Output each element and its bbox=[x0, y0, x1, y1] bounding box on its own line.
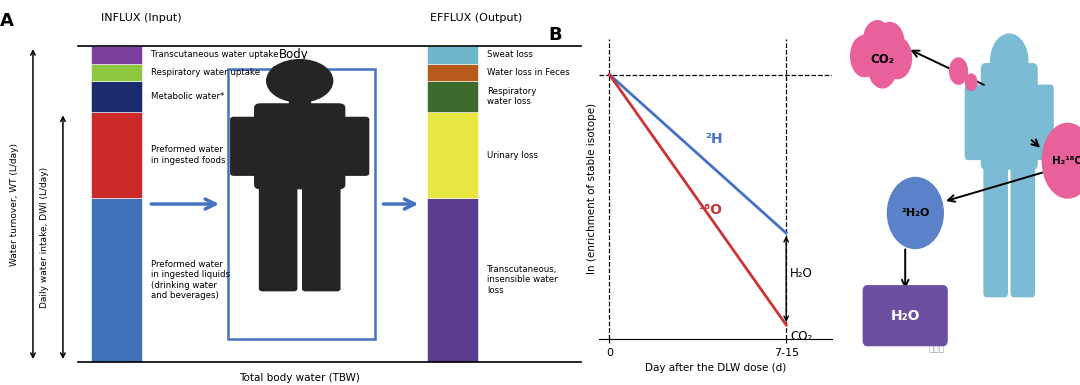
Text: Urinary loss: Urinary loss bbox=[487, 151, 538, 160]
Bar bbox=[92, 112, 143, 198]
Circle shape bbox=[949, 58, 968, 84]
Text: INFLUX (Input): INFLUX (Input) bbox=[100, 13, 181, 23]
FancyBboxPatch shape bbox=[966, 85, 988, 159]
Bar bbox=[92, 64, 143, 81]
Text: A: A bbox=[0, 12, 14, 30]
Text: H₂O: H₂O bbox=[789, 267, 813, 280]
Circle shape bbox=[863, 21, 891, 62]
Text: Transcutaneous,
insensible water
loss: Transcutaneous, insensible water loss bbox=[487, 265, 557, 295]
FancyBboxPatch shape bbox=[982, 64, 1037, 169]
Circle shape bbox=[990, 34, 1028, 89]
FancyBboxPatch shape bbox=[1011, 156, 1035, 296]
Text: CO₂: CO₂ bbox=[870, 54, 894, 66]
FancyBboxPatch shape bbox=[336, 117, 368, 175]
Bar bbox=[289, 85, 310, 112]
Circle shape bbox=[267, 60, 333, 102]
Bar bbox=[427, 112, 478, 198]
Text: Sweat loss: Sweat loss bbox=[487, 50, 532, 59]
Circle shape bbox=[851, 35, 878, 77]
Text: ²H₂O: ²H₂O bbox=[901, 208, 930, 218]
FancyBboxPatch shape bbox=[984, 156, 1008, 296]
Bar bbox=[427, 64, 478, 81]
FancyBboxPatch shape bbox=[255, 104, 345, 189]
Circle shape bbox=[876, 22, 904, 64]
Text: H₂O: H₂O bbox=[890, 309, 920, 323]
Circle shape bbox=[966, 74, 976, 90]
Bar bbox=[92, 46, 143, 64]
Text: ²H: ²H bbox=[705, 132, 723, 146]
Bar bbox=[228, 69, 375, 339]
Text: Body
storage: Body storage bbox=[271, 48, 316, 75]
Text: B: B bbox=[549, 27, 562, 45]
Text: Daily water intake, DWI (L/day): Daily water intake, DWI (L/day) bbox=[40, 167, 50, 308]
Ellipse shape bbox=[1042, 123, 1080, 198]
Ellipse shape bbox=[888, 177, 943, 248]
Text: Respiratory water uptake: Respiratory water uptake bbox=[151, 68, 260, 77]
Text: Total body water (TBW): Total body water (TBW) bbox=[240, 373, 360, 383]
Text: Preformed water
in ingested foods: Preformed water in ingested foods bbox=[151, 146, 226, 165]
Text: EFFLUX (Output): EFFLUX (Output) bbox=[431, 13, 523, 23]
Text: Water loss in Feces: Water loss in Feces bbox=[487, 68, 570, 77]
Y-axis label: ln (enrichment of stable isotope): ln (enrichment of stable isotope) bbox=[586, 103, 596, 274]
Bar bbox=[427, 46, 478, 64]
FancyBboxPatch shape bbox=[231, 117, 264, 175]
Bar bbox=[427, 81, 478, 112]
Bar bbox=[92, 198, 143, 362]
Text: ¹⁸O: ¹⁸O bbox=[698, 203, 721, 217]
Bar bbox=[92, 81, 143, 112]
X-axis label: Day after the DLW dose (d): Day after the DLW dose (d) bbox=[645, 363, 786, 373]
Text: Metabolic water*: Metabolic water* bbox=[151, 92, 225, 101]
Text: Respiratory
water loss: Respiratory water loss bbox=[487, 87, 537, 106]
FancyBboxPatch shape bbox=[302, 179, 340, 291]
Circle shape bbox=[883, 37, 912, 79]
Text: H₂¹⁸O: H₂¹⁸O bbox=[1052, 156, 1080, 166]
Text: 量子位: 量子位 bbox=[928, 344, 944, 353]
FancyBboxPatch shape bbox=[863, 286, 947, 346]
Text: Water turnover, WT (L/day): Water turnover, WT (L/day) bbox=[11, 142, 19, 266]
Text: CO₂: CO₂ bbox=[789, 330, 812, 343]
Bar bbox=[427, 198, 478, 362]
Circle shape bbox=[868, 47, 896, 88]
Text: Transcutaneous water uptake: Transcutaneous water uptake bbox=[151, 50, 279, 59]
Text: Preformed water
in ingested liquids
(drinking water
and beverages): Preformed water in ingested liquids (dri… bbox=[151, 260, 230, 300]
FancyBboxPatch shape bbox=[1030, 85, 1053, 159]
FancyBboxPatch shape bbox=[259, 179, 297, 291]
